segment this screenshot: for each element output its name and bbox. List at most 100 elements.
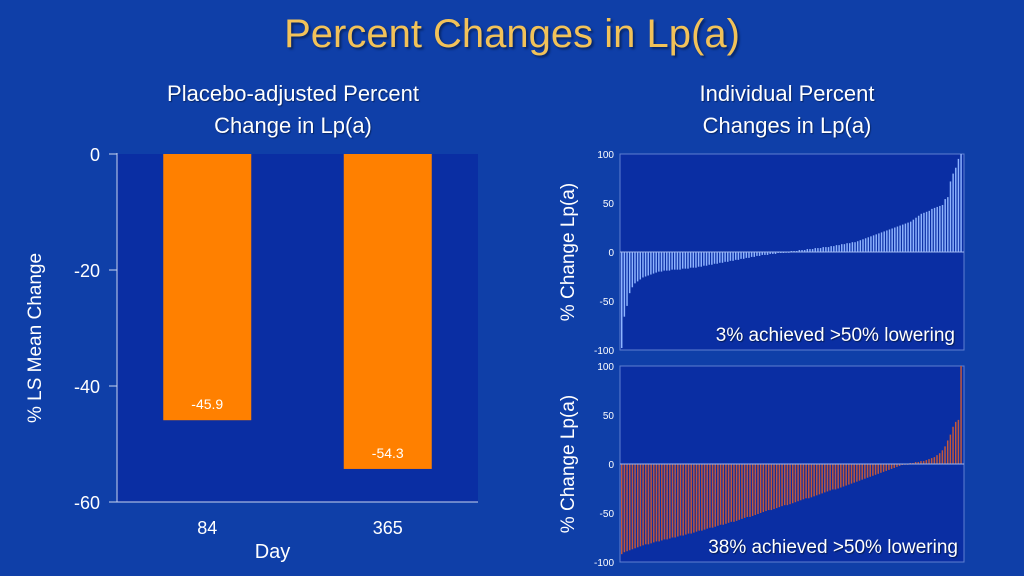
waterfall-bar [693,464,695,533]
waterfall-bar [666,464,668,540]
waterfall-bar [856,241,859,252]
waterfall-bar [775,464,778,509]
waterfall-bar [753,252,756,257]
waterfall-bar [661,464,663,541]
waterfall-y-axis-label: % Change Lp(a) [558,183,579,321]
waterfall-bar [757,464,759,514]
waterfall-bar [671,252,673,270]
waterfall-bar [721,252,724,263]
waterfall-bar [798,250,801,252]
waterfall-bar [878,233,880,252]
waterfall-bar [647,464,650,545]
waterfall-bar [862,239,864,252]
waterfall-bar [674,464,676,538]
waterfall-bar [800,464,802,501]
waterfall-bar [813,464,815,497]
page-title: Percent Changes in Lp(a) [284,12,740,56]
waterfall-bar [814,248,816,252]
waterfall-bar [810,464,813,498]
waterfall-bar [886,230,888,252]
waterfall-bar [949,181,952,252]
waterfall-bar [762,464,765,513]
top-waterfall-annotation: 3% achieved >50% lowering [715,325,955,346]
waterfall-bar [658,252,660,272]
waterfall-y-axis-label: % Change Lp(a) [558,395,579,533]
waterfall-bar [769,252,771,254]
waterfall-bar [821,464,823,494]
waterfall-bar [626,464,628,552]
waterfall-bar [647,252,649,276]
waterfall-y-tick-label: 0 [608,248,614,259]
waterfall-bar [960,366,962,464]
waterfall-bar [914,462,917,464]
waterfall-bar [960,154,962,252]
waterfall-bar [925,460,928,464]
bar-chart-bar [343,154,432,469]
right-subtitle-line-2: Changes in Lp(a) [702,113,872,138]
waterfall-bar [826,464,829,492]
waterfall-bar [706,464,708,529]
waterfall-bar [842,464,845,487]
waterfall-bar [666,252,668,271]
waterfall-bar [949,434,952,464]
waterfall-bar [846,243,848,252]
waterfall-bar [724,252,726,262]
waterfall-bar [677,464,679,537]
waterfall-bar [834,464,837,490]
bar-chart-data-label: -54.3 [372,445,404,461]
waterfall-bar [623,252,626,317]
waterfall-bar [655,252,657,273]
waterfall-bar [636,252,639,282]
waterfall-bar [751,464,754,516]
waterfall-bar [888,464,890,470]
waterfall-bar [717,464,719,526]
waterfall-bar [663,464,666,540]
waterfall-bar [944,446,946,464]
waterfall-bar [832,464,834,490]
waterfall-bar [676,252,679,270]
waterfall-bar [809,249,811,252]
waterfall-bar [864,238,867,252]
waterfall-bar [639,464,642,547]
waterfall-bar [928,210,930,252]
waterfall-bar [770,464,773,511]
waterfall-bar [764,252,766,255]
waterfall-bar [957,419,960,464]
waterfall-bar [854,242,856,252]
waterfall-bar [875,234,877,252]
waterfall-bar [880,232,883,252]
waterfall-bar [639,252,642,280]
waterfall-bar [748,252,750,258]
waterfall-bar [816,464,818,496]
waterfall-bar [727,464,730,523]
waterfall-bar [805,464,807,499]
waterfall-bar [833,246,835,252]
waterfall-bar [730,464,733,522]
waterfall-bar [824,464,826,493]
waterfall-bar [759,464,762,513]
right-chart-subtitle: Individual Percent Changes in Lp(a) [620,78,954,142]
waterfall-y-tick-label: 100 [597,362,614,373]
waterfall-bar [743,464,746,518]
waterfall-bar [850,464,853,484]
waterfall-bar [853,464,855,483]
waterfall-bar [794,464,797,503]
waterfall-bar [682,464,684,536]
waterfall-bar [709,464,711,528]
waterfall-bar [741,464,743,519]
waterfall-bar [740,252,742,259]
waterfall-bar [711,252,713,265]
bar-chart-x-tick-label: 84 [197,518,217,538]
waterfall-bar [650,464,652,544]
waterfall-bar [653,464,655,543]
waterfall-bar [819,248,822,252]
waterfall-bar [811,249,814,252]
waterfall-bar [896,226,899,252]
waterfall-bar [685,464,687,535]
waterfall-bar [655,464,658,542]
waterfall-bar [708,252,710,265]
waterfall-bar [872,464,874,476]
waterfall-bar [920,213,923,252]
waterfall-bar [637,464,639,548]
